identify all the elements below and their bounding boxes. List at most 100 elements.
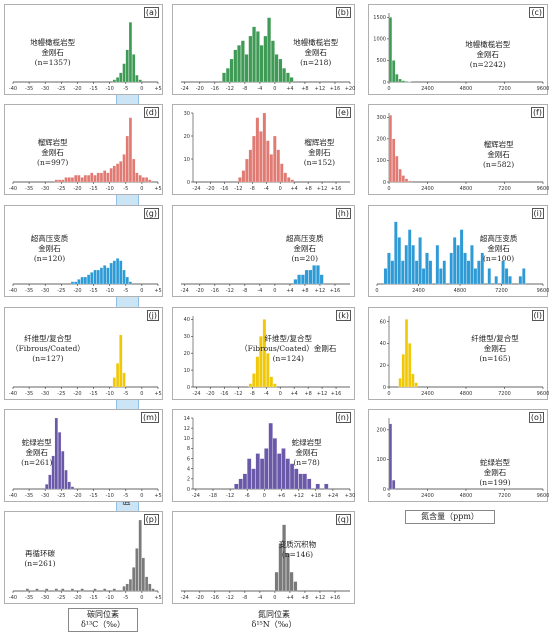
bar <box>392 138 396 183</box>
bar <box>238 177 242 183</box>
bar <box>96 269 100 285</box>
y-tick-label: 0 <box>187 487 190 493</box>
bar <box>83 174 87 183</box>
bar <box>122 586 126 592</box>
histogram-n: -24 -18 -12 -6 0 +6 +12 +18 +24 +30 0 2 4 6 8 10 12 14 <box>184 416 356 499</box>
bar <box>70 588 75 592</box>
x-tick-label: +8 <box>304 391 311 397</box>
bar <box>103 170 107 183</box>
x-tick-label: -15 <box>89 288 97 294</box>
bar <box>83 276 87 285</box>
x-tick-label: -20 <box>73 493 81 499</box>
bar <box>266 353 270 388</box>
bar <box>58 432 62 490</box>
panel-letter: (m) <box>140 412 159 423</box>
bar <box>494 276 498 285</box>
bar <box>64 469 68 490</box>
bar <box>64 177 68 183</box>
bar <box>45 588 49 592</box>
x-tick-label: 9600 <box>537 86 550 92</box>
bar <box>70 281 75 285</box>
bar <box>229 58 234 83</box>
panel-annotation: 地幔橄榄岩型 金刚石 (n=1357) <box>30 38 75 68</box>
bar <box>103 588 107 592</box>
y-tick-label: 60 <box>380 319 386 325</box>
x-tick-label: 0 <box>140 288 143 294</box>
y-tick-label: 500 <box>376 58 386 64</box>
bar <box>54 417 58 490</box>
panel-m: (m) -40 -35 -30 -25 -20 -15 -10 -5 0 +5 蛇绿岩型 金刚石 (n=2… <box>4 409 163 502</box>
bar <box>308 269 313 285</box>
y-tick-label: 4 <box>187 467 190 473</box>
bar <box>112 588 116 592</box>
bar <box>401 175 405 183</box>
bar <box>404 245 408 285</box>
x-tick-label: -5 <box>123 391 128 397</box>
x-tick-label: -40 <box>9 186 17 192</box>
bar <box>148 179 152 183</box>
bar <box>522 268 526 285</box>
bar <box>80 588 84 592</box>
x-tick-label: +4 <box>286 595 293 601</box>
x-tick-label: +12 <box>315 288 326 294</box>
bar <box>289 571 294 592</box>
x-tick-label: +12 <box>293 493 304 499</box>
panel-annotation-line: 金刚石 <box>41 147 64 157</box>
bar <box>122 154 126 183</box>
bar <box>442 260 446 285</box>
bar <box>272 438 278 490</box>
x-tick-label: -24 <box>192 186 200 192</box>
bar <box>428 260 433 285</box>
panel-annotation-line: 金刚石 <box>38 243 61 253</box>
panel-letter: (d) <box>143 107 159 118</box>
bar <box>87 174 91 183</box>
y-tick-label: 0 <box>187 385 190 391</box>
bar <box>70 486 75 490</box>
panel-annotation-line: (n=78) <box>293 457 320 467</box>
bar <box>259 45 264 83</box>
x-tick-label: 0 <box>387 86 390 92</box>
y-tick-label: 2 <box>187 477 190 483</box>
x-tick-label: -35 <box>25 288 33 294</box>
bar <box>74 281 78 285</box>
x-tick-label: -20 <box>196 288 204 294</box>
bar <box>392 480 396 490</box>
bar <box>135 74 139 83</box>
x-tick-label: 0 <box>140 493 143 499</box>
panel-annotation: 蛇绿岩型 金刚石 (n=78) <box>292 438 322 468</box>
bar <box>401 80 405 83</box>
x-tick-label: 9600 <box>537 186 550 192</box>
x-tick-label: -5 <box>123 595 128 601</box>
panel-letter: (c) <box>529 7 544 18</box>
bar <box>280 163 284 183</box>
x-tick-label: -10 <box>106 493 114 499</box>
bar <box>116 163 120 183</box>
y-tick-label: 0 <box>383 487 386 493</box>
y-tick-label: 10 <box>184 157 190 163</box>
bar <box>263 35 268 83</box>
y-tick-label: 0 <box>383 385 386 391</box>
bar <box>307 478 312 490</box>
panel-annotation-line: (n=120) <box>33 253 66 263</box>
x-tick-label: -20 <box>73 595 81 601</box>
x-tick-label: 2400 <box>421 186 434 192</box>
bar <box>93 269 97 285</box>
x-tick-label: -24 <box>181 595 189 601</box>
x-tick-label: -25 <box>57 391 65 397</box>
x-tick-label: -4 <box>264 391 269 397</box>
panel-annotation-line: (n=100) <box>482 253 515 263</box>
panel-annotation-line: (n=261) <box>24 559 56 569</box>
panel-letter: (b) <box>335 7 351 18</box>
x-tick-label: -30 <box>41 391 49 397</box>
x-tick-label: -30 <box>41 493 49 499</box>
bar <box>282 524 286 592</box>
panel-annotation: 纤维型/复合型 （Fibrous/Coated）金刚石 (n=124) <box>240 334 336 364</box>
bar <box>418 237 422 285</box>
x-tick-label: +5 <box>154 595 161 601</box>
bar <box>135 548 139 592</box>
panel-g: (g) -40 -35 -30 -25 -20 -15 -10 -5 0 +5 超高压变质 金刚石 (n=… <box>4 205 163 297</box>
bar <box>315 483 320 490</box>
x-tick-label: -35 <box>25 595 33 601</box>
bar <box>301 274 305 285</box>
panel-annotation-line: 纤维型/复合型 <box>24 334 72 344</box>
